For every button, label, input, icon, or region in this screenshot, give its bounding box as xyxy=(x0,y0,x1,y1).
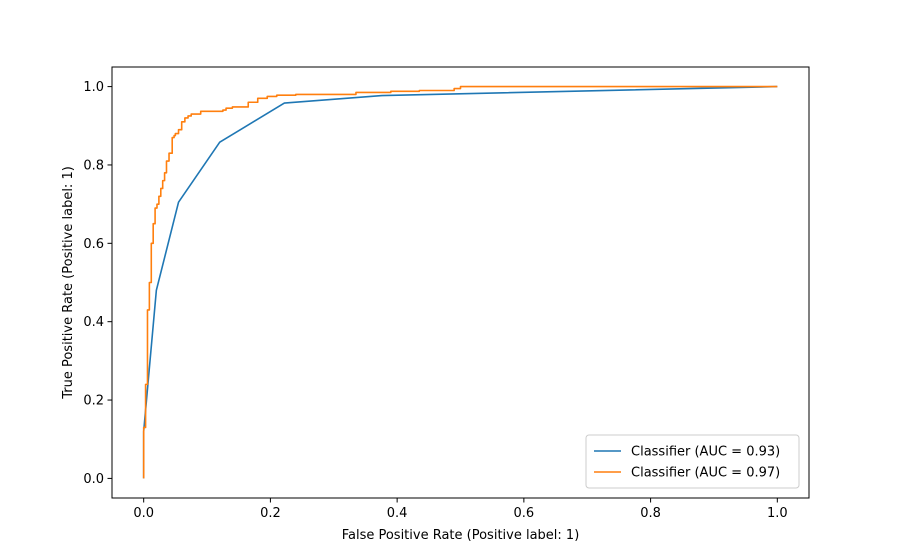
y-tick-label: 0.8 xyxy=(83,158,104,173)
legend-label: Classifier (AUC = 0.97) xyxy=(631,466,780,481)
y-tick-label: 0.2 xyxy=(83,394,104,409)
legend-label: Classifier (AUC = 0.93) xyxy=(631,445,780,460)
x-axis: 0.0 0.2 0.4 0.6 0.8 1.0 xyxy=(133,498,788,521)
y-tick-label: 0.0 xyxy=(83,472,104,487)
plot-frame xyxy=(111,66,810,499)
legend-box xyxy=(585,434,800,489)
x-tick-label: 0.6 xyxy=(514,506,535,521)
series-layer xyxy=(142,85,778,479)
y-axis-label: True Positive Rate (Positive label: 1) xyxy=(61,166,76,400)
x-axis-label: False Positive Rate (Positive label: 1) xyxy=(342,528,580,543)
y-axis: 0.0 0.2 0.4 0.6 0.8 1.0 xyxy=(83,80,112,487)
y-tick-label: 0.6 xyxy=(83,237,104,252)
x-tick-label: 0.2 xyxy=(260,506,281,521)
x-tick-label: 0.4 xyxy=(387,506,408,521)
x-tick-label: 0.8 xyxy=(640,506,661,521)
x-tick-label: 1.0 xyxy=(767,506,788,521)
y-tick-label: 1.0 xyxy=(83,80,104,95)
legend: Classifier (AUC = 0.93) Classifier (AUC =… xyxy=(585,434,800,489)
series-line-2 xyxy=(142,85,778,479)
x-tick-label: 0.0 xyxy=(133,506,154,521)
y-tick-label: 0.4 xyxy=(83,315,104,330)
